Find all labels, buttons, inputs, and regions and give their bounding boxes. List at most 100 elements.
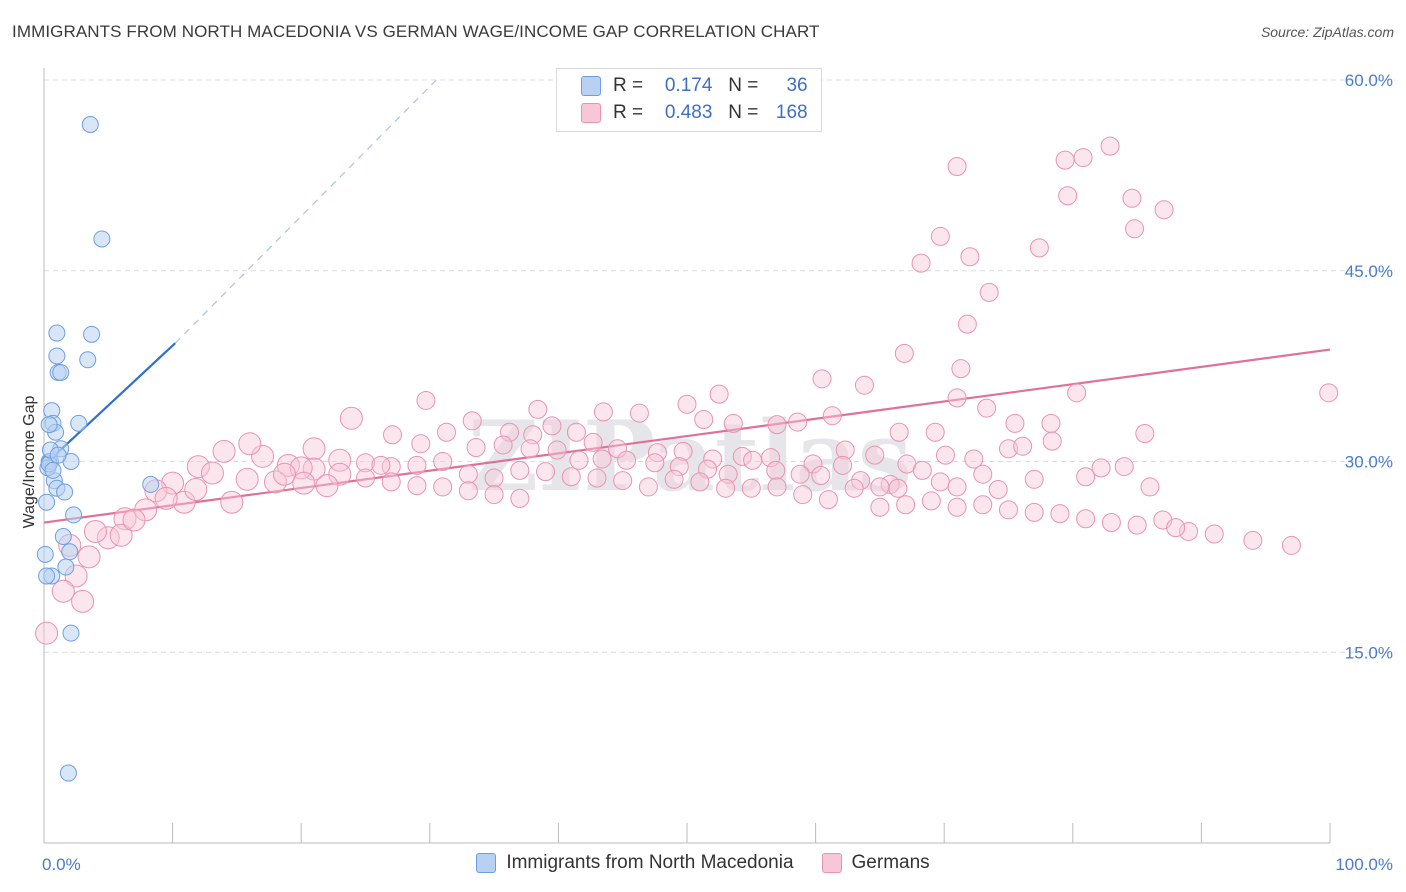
point-germans bbox=[613, 471, 633, 491]
point-germans bbox=[1024, 469, 1044, 489]
point-germans bbox=[1005, 413, 1025, 433]
point-germans bbox=[315, 474, 339, 498]
point-germans bbox=[818, 490, 838, 510]
point-germans bbox=[462, 411, 482, 431]
point-germans bbox=[383, 425, 403, 445]
point-germans bbox=[493, 435, 513, 455]
point-germans bbox=[109, 523, 133, 547]
point-germans bbox=[617, 450, 637, 470]
point-germans bbox=[1243, 530, 1263, 550]
legend-item-germans[interactable]: Germans bbox=[821, 852, 930, 874]
point-germans bbox=[1154, 200, 1174, 220]
point-germans bbox=[484, 485, 504, 505]
point-germans bbox=[433, 477, 453, 497]
point-germans bbox=[1058, 186, 1078, 206]
x-tick-label: 0.0% bbox=[42, 855, 81, 874]
point-north-macedonia bbox=[40, 416, 58, 434]
correlation-legend: R = 0.174 N = 36 R = 0.483 N = 168 bbox=[556, 68, 822, 132]
point-germans bbox=[547, 440, 567, 460]
point-germans bbox=[542, 416, 562, 436]
point-germans bbox=[793, 485, 813, 505]
point-germans bbox=[83, 519, 107, 543]
point-germans bbox=[1127, 515, 1147, 535]
point-germans bbox=[263, 470, 287, 494]
point-germans bbox=[677, 394, 697, 414]
point-north-macedonia bbox=[83, 325, 101, 343]
point-germans bbox=[718, 464, 738, 484]
point-germans bbox=[292, 471, 316, 495]
point-germans bbox=[238, 432, 262, 456]
point-germans bbox=[154, 486, 178, 510]
point-germans bbox=[851, 471, 871, 491]
point-germans bbox=[523, 425, 543, 445]
y-tick-label: 60.0% bbox=[1345, 71, 1393, 90]
grid-lines bbox=[44, 79, 1395, 653]
legend-swatch-pink bbox=[821, 853, 842, 873]
point-north-macedonia bbox=[93, 230, 111, 248]
legend-r-value-2: 0.483 bbox=[664, 102, 713, 123]
point-germans bbox=[645, 453, 665, 473]
point-germans bbox=[844, 478, 864, 498]
y-tick-label: 15.0% bbox=[1345, 643, 1393, 662]
point-germans bbox=[381, 472, 401, 492]
point-north-macedonia bbox=[36, 545, 54, 563]
point-germans bbox=[1319, 383, 1339, 403]
point-germans bbox=[870, 477, 890, 497]
point-germans bbox=[957, 314, 977, 334]
point-germans bbox=[690, 472, 710, 492]
point-germans bbox=[788, 412, 808, 432]
point-germans bbox=[302, 437, 326, 461]
trend-extension-north-macedonia bbox=[174, 79, 437, 344]
point-germans bbox=[743, 450, 763, 470]
point-north-macedonia bbox=[48, 347, 66, 365]
point-north-macedonia bbox=[62, 624, 80, 642]
y-axis-title: Wage/Income Gap bbox=[21, 396, 38, 529]
point-germans bbox=[339, 406, 363, 430]
point-germans bbox=[979, 282, 999, 302]
point-germans bbox=[935, 445, 955, 465]
point-germans bbox=[894, 343, 914, 363]
point-germans bbox=[870, 497, 890, 517]
point-north-macedonia bbox=[49, 446, 67, 464]
point-germans bbox=[251, 444, 275, 468]
legend-n-label: N = bbox=[728, 75, 759, 96]
point-north-macedonia bbox=[44, 461, 62, 479]
point-germans bbox=[1166, 518, 1186, 538]
point-germans bbox=[930, 472, 950, 492]
point-north-macedonia bbox=[38, 567, 56, 585]
legend-item-north-macedonia[interactable]: Immigrants from North Macedonia bbox=[476, 852, 794, 874]
point-germans bbox=[960, 247, 980, 267]
point-germans bbox=[964, 449, 984, 469]
point-germans bbox=[833, 455, 853, 475]
point-germans bbox=[1024, 502, 1044, 522]
point-germans bbox=[947, 388, 967, 408]
point-germans bbox=[803, 454, 823, 474]
point-germans bbox=[673, 441, 693, 461]
point-north-macedonia bbox=[59, 764, 77, 782]
series-north-macedonia bbox=[36, 116, 160, 782]
point-germans bbox=[896, 495, 916, 515]
point-germans bbox=[569, 450, 589, 470]
point-germans bbox=[694, 410, 714, 430]
point-germans bbox=[835, 440, 855, 460]
point-germans bbox=[1013, 436, 1033, 456]
point-germans bbox=[466, 438, 486, 458]
point-germans bbox=[1125, 219, 1145, 239]
point-germans bbox=[134, 498, 158, 522]
point-germans bbox=[723, 413, 743, 433]
point-germans bbox=[638, 477, 658, 497]
series-legend: Immigrants from North Macedonia Germans bbox=[0, 852, 1406, 874]
legend-r-label: R = bbox=[613, 75, 644, 96]
legend-row-north-macedonia: R = 0.174 N = 36 bbox=[581, 74, 808, 98]
point-germans bbox=[669, 457, 689, 477]
point-germans bbox=[1140, 477, 1160, 497]
point-germans bbox=[1204, 524, 1224, 544]
point-germans bbox=[709, 384, 729, 404]
point-north-macedonia bbox=[70, 414, 88, 432]
point-germans bbox=[1135, 424, 1155, 444]
point-germans bbox=[988, 479, 1008, 499]
point-germans bbox=[583, 432, 603, 452]
point-north-macedonia bbox=[56, 483, 74, 501]
point-germans bbox=[925, 422, 945, 442]
point-germans bbox=[587, 468, 607, 488]
